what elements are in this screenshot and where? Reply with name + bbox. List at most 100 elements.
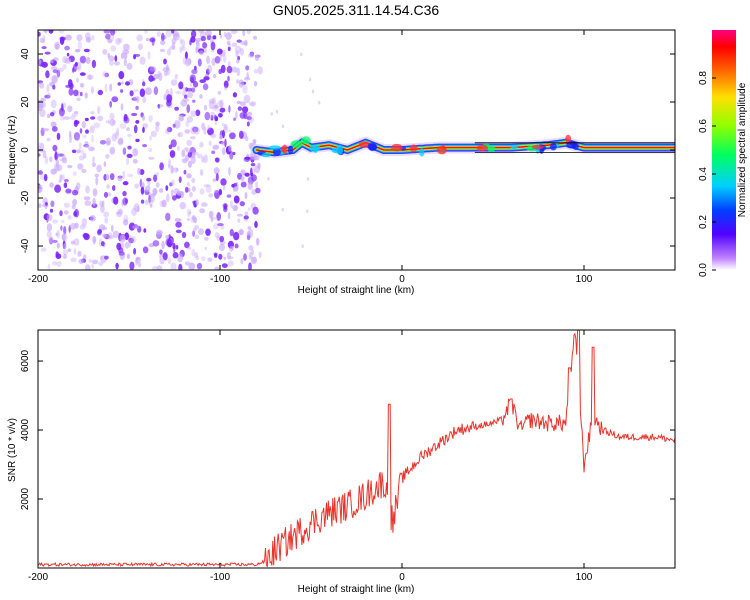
noise-dot [44, 51, 51, 55]
noise-dot [107, 192, 112, 197]
noise-dot [41, 46, 47, 50]
noise-dot [52, 144, 58, 152]
noise-dot [81, 168, 87, 174]
noise-dot [243, 94, 251, 104]
noise-dot [39, 82, 45, 89]
noise-dot [99, 140, 107, 145]
noise-dot [150, 194, 155, 203]
noise-dot [185, 87, 188, 92]
noise-dot [245, 136, 249, 142]
noise-dot [201, 256, 206, 262]
noise-dot [247, 207, 251, 211]
noise-dot [42, 97, 47, 102]
noise-dot [105, 137, 111, 145]
noise-dot [114, 55, 118, 62]
signal-blob [290, 140, 303, 148]
noise-dot [225, 32, 232, 41]
noise-dot [151, 38, 155, 46]
noise-dot [205, 228, 211, 236]
noise-dot [255, 237, 260, 246]
noise-dot [127, 173, 134, 178]
noise-dot [233, 117, 237, 121]
noise-dot [83, 196, 91, 201]
noise-dot [91, 35, 95, 41]
noise-dot [246, 116, 252, 121]
noise-dot [165, 235, 170, 239]
x-tick-label: 0 [399, 274, 405, 285]
snr-frame [37, 329, 676, 569]
noise-dot [55, 253, 62, 259]
noise-dot [153, 188, 158, 195]
noise-dot [219, 107, 226, 113]
noise-dot [218, 188, 222, 196]
noise-dot [219, 34, 223, 39]
y-tick-label: 4000 [20, 418, 31, 441]
noise-dot [71, 112, 78, 117]
noise-dot [67, 105, 73, 113]
noise-dot [145, 37, 150, 42]
noise-dot [117, 208, 123, 215]
noise-dot [191, 177, 196, 184]
noise-dot [103, 211, 110, 218]
noise-dot [88, 74, 92, 81]
noise-dot [236, 39, 242, 43]
noise-dot [109, 83, 113, 92]
noise-dot [60, 225, 63, 231]
noise-dot [187, 160, 192, 168]
y-tick-label: 6000 [20, 349, 31, 372]
noise-dot [103, 191, 109, 198]
noise-dot [88, 259, 93, 263]
noise-dot [211, 57, 216, 67]
noise-dot [163, 58, 167, 65]
noise-dot [148, 156, 155, 160]
noise-dot [76, 149, 81, 154]
noise-dot [189, 83, 193, 87]
noise-dot [248, 101, 255, 107]
noise-dot [207, 125, 211, 131]
noise-dot [181, 46, 186, 51]
noise-dot [118, 37, 123, 43]
noise-dot [171, 179, 175, 187]
noise-dot [166, 94, 173, 103]
noise-dot [118, 251, 125, 256]
noise-dot [91, 259, 99, 265]
noise-dot [38, 144, 42, 153]
noise-dot [204, 246, 207, 251]
noise-dot [173, 32, 180, 41]
noise-dot [167, 257, 172, 265]
noise-dot [123, 57, 127, 67]
noise-dot [159, 48, 166, 53]
noise-dot [80, 91, 83, 97]
noise-dot [63, 243, 67, 250]
noise-dot [52, 69, 58, 74]
noise-dot [110, 30, 115, 36]
noise-dot [63, 116, 71, 120]
noise-dot [69, 134, 72, 144]
noise-dot [240, 169, 246, 176]
noise-dot [244, 211, 249, 217]
noise-dot [85, 129, 89, 134]
noise-dot [247, 111, 253, 117]
noise-dot [184, 147, 189, 151]
colorbar: 0.0 0.2 0.4 0.6 0.8 Normalized spectral ampl… [698, 30, 748, 277]
noise-dot [171, 30, 175, 34]
noise-dot [122, 181, 129, 186]
colorbar-gradient [712, 30, 736, 270]
noise-dot [172, 252, 179, 259]
noise-dot [51, 261, 58, 266]
noise-dot [246, 30, 251, 35]
noise-dot [186, 217, 190, 222]
noise-dot [77, 40, 83, 50]
noise-dot [215, 173, 219, 182]
noise-dot [56, 242, 60, 249]
noise-dot [229, 132, 236, 140]
noise-dot [150, 130, 157, 138]
colorbar-tick-label: 0.4 [698, 167, 709, 181]
noise-dot [214, 56, 221, 64]
noise-dot [203, 184, 210, 188]
noise-dot [207, 127, 214, 136]
noise-dot [56, 151, 60, 159]
noise-dot [250, 256, 258, 265]
x-tick-label: -200 [28, 274, 48, 285]
noise-dot [50, 200, 55, 208]
